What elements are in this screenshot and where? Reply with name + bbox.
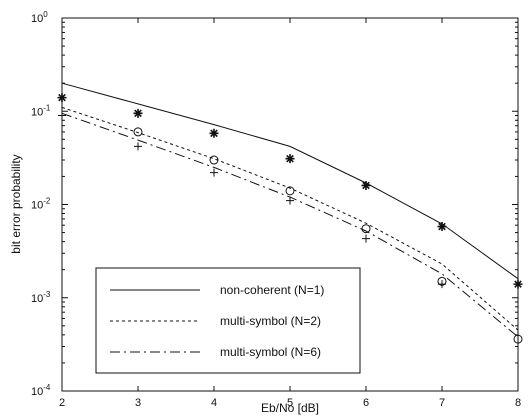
asterisk-marker (133, 108, 143, 118)
y-tick-label: 10-4 (31, 383, 51, 398)
y-tick-base: 10 (31, 13, 43, 25)
y-tick-base: 10 (31, 200, 43, 212)
legend-label-1: non-coherent (N=1) (220, 283, 324, 297)
legend-label-2: multi-symbol (N=2) (220, 314, 321, 328)
asterisk-marker (285, 154, 295, 164)
y-tick-exponent: -3 (43, 290, 51, 299)
x-tick-label: 5 (287, 397, 293, 409)
y-tick-base: 10 (31, 106, 43, 118)
plus-marker (286, 196, 294, 205)
y-tick-label: 10-2 (31, 197, 51, 212)
plus-marker (438, 280, 446, 289)
markers-layer (57, 93, 523, 344)
plus-marker (362, 234, 370, 243)
plus-marker (210, 168, 218, 177)
plus-marker (134, 142, 142, 151)
y-tick-base: 10 (31, 293, 43, 305)
legend: non-coherent (N=1) multi-symbol (N=2) mult… (95, 267, 361, 374)
x-tick-label: 2 (59, 397, 65, 409)
x-tick-label: 3 (135, 397, 141, 409)
y-tick-label: 10-1 (31, 103, 51, 118)
asterisk-marker (513, 279, 523, 289)
circle-marker (209, 155, 219, 165)
y-tick-base: 10 (31, 386, 43, 398)
series-line-2 (61, 106, 519, 331)
x-tick-label: 8 (515, 397, 521, 409)
circle-marker (513, 334, 523, 344)
legend-label-3: multi-symbol (N=6) (220, 345, 321, 359)
asterisk-marker (57, 93, 67, 103)
x-tick-label: 4 (211, 397, 217, 409)
y-tick-exponent: 0 (43, 10, 48, 19)
asterisk-marker (361, 180, 371, 190)
y-tick-label: 10-3 (31, 290, 51, 305)
y-axis-label: bit error probability (9, 154, 23, 253)
y-tick-exponent: -1 (43, 103, 51, 112)
asterisk-marker (209, 128, 219, 138)
circle-marker (361, 224, 371, 234)
y-tick-label: 100 (31, 10, 48, 25)
x-axis-label: Eb/No [dB] (261, 401, 319, 415)
asterisk-marker (437, 222, 447, 232)
series-line-1 (61, 82, 519, 280)
y-tick-exponent: -4 (43, 383, 51, 392)
circle-marker (285, 186, 295, 196)
plus-marker (58, 111, 66, 120)
x-tick-label: 6 (363, 397, 369, 409)
y-tick-exponent: -2 (43, 197, 51, 206)
circle-marker (133, 127, 143, 137)
x-tick-label: 7 (439, 397, 445, 409)
